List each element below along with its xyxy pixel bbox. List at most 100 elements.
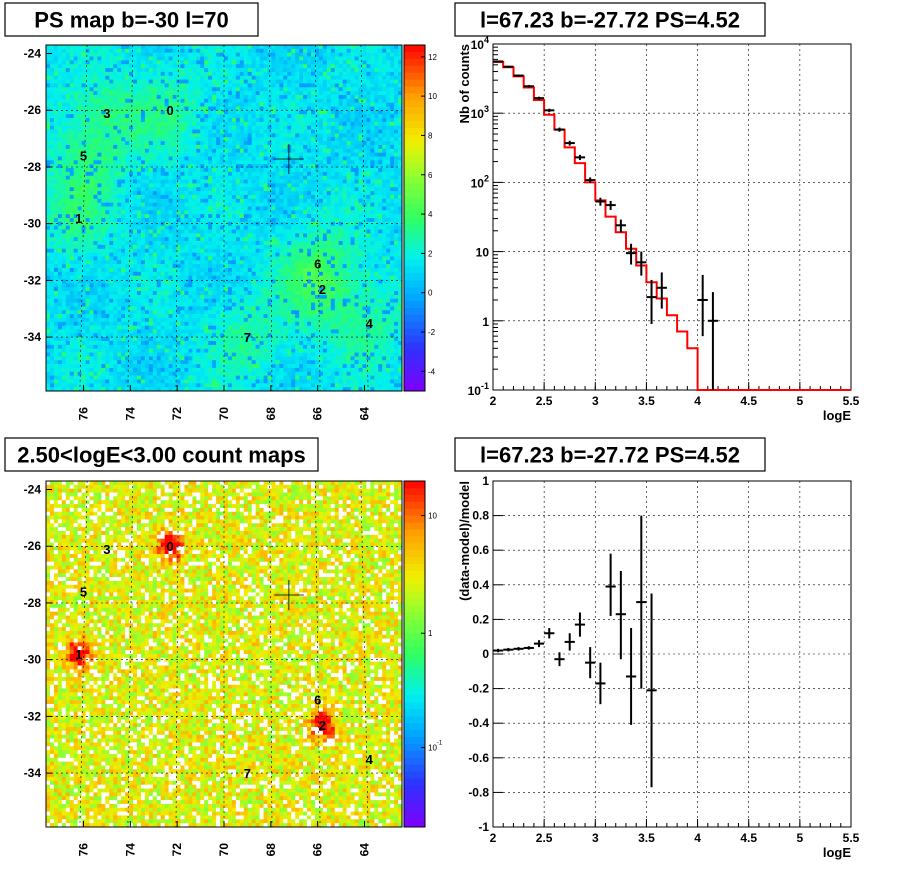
source-label: 0	[167, 103, 174, 118]
panel-title: 2.50<logE<3.00 count maps	[17, 443, 306, 468]
y-tick-label: 0.8	[472, 509, 489, 523]
cb-tick-label: 10-1	[428, 740, 443, 752]
y-tick-label: 103	[471, 104, 489, 121]
source-label: 7	[244, 766, 251, 781]
x-tick-label: 64	[358, 843, 372, 857]
y-tick-label: -26	[24, 103, 42, 117]
x-tick-label: 2.5	[536, 394, 553, 408]
data-point	[544, 109, 554, 112]
source-label: 4	[366, 316, 374, 331]
panel-title: l=67.23 b=-27.72 PS=4.52	[480, 8, 740, 33]
y-tick-label: -28	[24, 160, 42, 174]
source-label: 1	[75, 211, 82, 226]
y-tick-label: 1	[482, 474, 489, 488]
y-tick-label: -32	[24, 709, 42, 723]
x-axis-title: logE	[823, 845, 851, 860]
data-point	[595, 198, 605, 206]
data-point	[636, 252, 646, 276]
cb-tick-label: -4	[428, 367, 436, 376]
y-tick-label: 102	[471, 173, 489, 190]
data-point	[554, 652, 564, 666]
source-label: 3	[103, 106, 110, 121]
x-tick-label: 68	[264, 843, 278, 857]
y-tick-label: -24	[24, 47, 42, 61]
source-label: 6	[314, 256, 321, 271]
y-tick-label: -0.6	[468, 751, 489, 765]
x-tick-label: 66	[311, 843, 325, 857]
data-point	[595, 663, 605, 705]
data-point	[646, 280, 656, 324]
y-tick-label: -0.8	[468, 785, 489, 799]
panel-title: l=67.23 b=-27.72 PS=4.52	[480, 443, 740, 468]
cb-tick-label: 10	[428, 512, 437, 521]
data-point	[626, 244, 636, 265]
source-label: 7	[244, 330, 251, 345]
data-point	[575, 612, 585, 636]
x-tick-label: 4	[694, 831, 701, 845]
x-tick-label: 2	[490, 831, 497, 845]
y-tick-label: -30	[24, 217, 42, 231]
y-tick-label: -34	[24, 766, 42, 780]
y-axis-title: Nb of counts	[457, 44, 472, 123]
source-label: 3	[103, 542, 110, 557]
x-tick-label: 5	[797, 394, 804, 408]
y-tick-label: -28	[24, 596, 42, 610]
data-point	[503, 648, 513, 651]
x-tick-label: 5	[797, 831, 804, 845]
data-point	[616, 571, 626, 659]
data-point	[513, 647, 523, 650]
x-tick-label: 2	[490, 394, 497, 408]
y-tick-label: 0.6	[472, 543, 489, 557]
y-tick-label: 104	[471, 35, 489, 52]
x-tick-label: 4.5	[740, 394, 757, 408]
data-point	[513, 75, 523, 77]
source-label: 2	[319, 718, 326, 733]
data-point	[544, 628, 554, 638]
cb-tick-label: 2	[428, 249, 433, 258]
data-point	[636, 516, 646, 689]
y-tick-label: -32	[24, 273, 42, 287]
cb-tick-label: 12	[428, 53, 437, 62]
cb-tick-label: 10	[428, 92, 437, 101]
x-tick-label: 76	[76, 407, 90, 421]
data-point	[585, 647, 595, 678]
x-tick-label: 74	[123, 407, 137, 421]
y-tick-label: -26	[24, 539, 42, 553]
source-label: 5	[80, 585, 87, 600]
y-tick-label: -30	[24, 653, 42, 667]
cb-tick-label: -2	[428, 328, 436, 337]
x-tick-label: 5.5	[843, 831, 860, 845]
colorbar: 10 1 10-1	[404, 481, 443, 828]
data-point	[565, 141, 575, 146]
y-tick-label: -24	[24, 483, 42, 497]
x-tick-label: 66	[311, 407, 325, 421]
source-label: 4	[366, 752, 374, 767]
source-label: 5	[80, 149, 87, 164]
grid-lines	[493, 481, 851, 827]
y-tick-label: -34	[24, 330, 42, 344]
x-tick-label: 2.5	[536, 831, 553, 845]
y-tick-label: 0.4	[472, 578, 489, 592]
x-tick-label: 64	[358, 407, 372, 421]
cb-tick-label: 0	[428, 289, 433, 298]
data-point	[493, 61, 503, 63]
data-point	[565, 633, 575, 650]
cb-tick-label: 1	[428, 629, 433, 638]
data-point	[606, 201, 616, 210]
cb-tick-label: 8	[428, 131, 433, 140]
data-point	[503, 66, 513, 68]
x-tick-label: 68	[264, 407, 278, 421]
data-point	[698, 275, 708, 336]
data-point	[626, 628, 636, 725]
y-tick-label: 1	[482, 315, 489, 329]
data-point	[657, 272, 667, 308]
data-point	[616, 220, 626, 233]
source-label: 1	[75, 647, 82, 662]
y-axis-title: (data-model)/model	[457, 481, 472, 601]
panel-title: PS map b=-30 l=70	[34, 8, 228, 33]
data-point	[575, 155, 585, 160]
x-tick-label: 72	[170, 843, 184, 857]
source-label: 6	[314, 692, 321, 707]
y-tick-label: 10-1	[468, 381, 489, 398]
